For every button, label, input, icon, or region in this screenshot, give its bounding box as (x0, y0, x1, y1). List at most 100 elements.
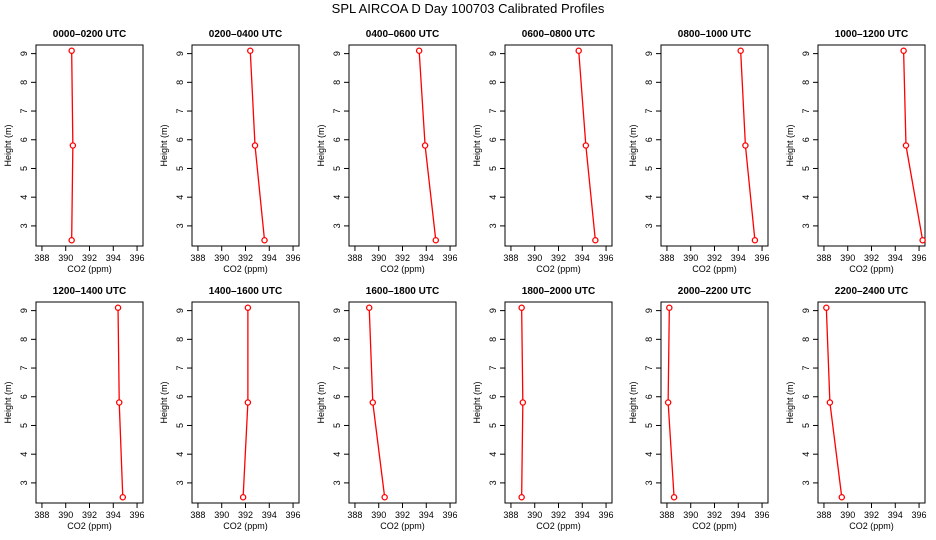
x-tick-label: 388 (34, 253, 49, 263)
panel-title: 2200–2400 UTC (835, 286, 908, 297)
x-tick-label: 388 (816, 510, 831, 520)
data-point (114, 304, 122, 311)
x-tick-label: 394 (262, 253, 277, 263)
data-point (369, 399, 377, 406)
y-tick-label: 3 (801, 223, 811, 228)
y-tick-label: 7 (801, 109, 811, 114)
y-tick-label: 8 (175, 337, 185, 342)
data-point (575, 47, 582, 54)
y-tick-label: 3 (488, 223, 498, 228)
data-point (582, 142, 590, 149)
x-tick-label: 396 (599, 510, 614, 520)
data-point (381, 494, 388, 501)
x-axis-label: CO2 (ppm) (67, 264, 112, 274)
y-tick-label: 7 (488, 366, 498, 371)
y-axis-label: Height (m) (628, 124, 638, 166)
y-tick-label: 9 (644, 51, 654, 56)
x-tick-label: 390 (214, 510, 229, 520)
y-tick-label: 5 (175, 423, 185, 428)
x-tick-label: 396 (755, 510, 770, 520)
y-axis-label: Height (m) (159, 381, 169, 423)
data-point (664, 399, 672, 406)
data-point (900, 47, 907, 54)
x-tick-label: 392 (707, 253, 722, 263)
x-tick-label: 392 (707, 510, 722, 520)
y-axis-label: Height (m) (628, 381, 638, 423)
plot-frame (348, 301, 457, 504)
y-tick-label: 8 (644, 337, 654, 342)
x-tick-label: 394 (731, 253, 746, 263)
data-point (261, 237, 268, 244)
profile-panel: 1400–1600 UTC 388 390 392 394 396 3 4 5 6 7 8 9 CO2 (… (159, 286, 301, 531)
x-tick-label: 390 (527, 510, 542, 520)
x-tick-label: 396 (443, 510, 458, 520)
data-point (115, 399, 123, 406)
profile-panel: 2200–2400 UTC 388 390 392 394 396 3 4 5 6 7 8 9 CO2 (… (785, 286, 927, 531)
y-axis-label: Height (m) (159, 124, 169, 166)
x-tick-label: 394 (575, 510, 590, 520)
y-tick-label: 4 (644, 452, 654, 457)
data-point (666, 304, 673, 311)
panel-title: 0400–0600 UTC (366, 29, 439, 40)
y-tick-label: 6 (488, 394, 498, 399)
data-point (670, 494, 678, 501)
y-tick-label: 9 (19, 51, 29, 56)
profile-panel: 1800–2000 UTC 388 390 392 394 396 3 4 5 6 7 8 9 CO2 (… (472, 286, 614, 531)
y-tick-label: 5 (19, 423, 29, 428)
x-tick-label: 388 (347, 253, 362, 263)
x-axis-label: CO2 (ppm) (692, 521, 737, 531)
y-tick-label: 3 (488, 480, 498, 485)
panel-title: 1200–1400 UTC (53, 286, 126, 297)
x-tick-label: 394 (106, 510, 121, 520)
y-tick-label: 7 (644, 366, 654, 371)
x-tick-label: 392 (864, 510, 879, 520)
x-tick-label: 392 (238, 510, 253, 520)
plot-frame (504, 44, 613, 247)
y-tick-label: 9 (488, 51, 498, 56)
x-tick-label: 396 (755, 253, 770, 263)
x-tick-label: 394 (888, 253, 903, 263)
x-tick-label: 394 (419, 253, 434, 263)
x-tick-label: 388 (503, 253, 518, 263)
y-tick-label: 3 (332, 480, 342, 485)
x-tick-label: 388 (659, 510, 674, 520)
y-tick-label: 7 (332, 366, 342, 371)
panel-title: 0600–0800 UTC (522, 29, 595, 40)
data-point (365, 304, 373, 311)
data-point (415, 47, 423, 54)
y-tick-label: 3 (332, 223, 342, 228)
y-tick-label: 9 (175, 308, 185, 313)
y-tick-label: 7 (175, 366, 185, 371)
x-axis-label: CO2 (ppm) (849, 521, 894, 531)
data-point (838, 494, 846, 501)
y-axis-label: Height (m) (3, 124, 13, 166)
x-axis-label: CO2 (ppm) (223, 521, 268, 531)
data-point (519, 399, 527, 406)
x-axis-label: CO2 (ppm) (536, 264, 581, 274)
y-tick-label: 9 (801, 308, 811, 313)
y-tick-label: 5 (644, 423, 654, 428)
y-tick-label: 7 (19, 366, 29, 371)
x-tick-label: 394 (575, 253, 590, 263)
x-tick-label: 388 (190, 510, 205, 520)
y-axis-label: Height (m) (785, 381, 795, 423)
x-tick-label: 396 (286, 510, 301, 520)
y-tick-label: 4 (801, 452, 811, 457)
x-tick-label: 388 (503, 510, 518, 520)
y-tick-label: 8 (332, 80, 342, 85)
data-point (421, 142, 429, 149)
x-tick-label: 388 (659, 253, 674, 263)
y-tick-label: 4 (644, 195, 654, 200)
y-tick-label: 3 (644, 480, 654, 485)
y-tick-label: 9 (332, 308, 342, 313)
x-axis-label: CO2 (ppm) (692, 264, 737, 274)
data-point (244, 304, 252, 311)
x-tick-label: 388 (190, 253, 205, 263)
x-tick-label: 396 (443, 253, 458, 263)
y-tick-label: 3 (19, 223, 29, 228)
y-tick-label: 3 (175, 223, 185, 228)
y-tick-label: 6 (19, 394, 29, 399)
plot-frame (660, 301, 769, 504)
x-axis-label: CO2 (ppm) (380, 521, 425, 531)
data-point (69, 142, 77, 149)
